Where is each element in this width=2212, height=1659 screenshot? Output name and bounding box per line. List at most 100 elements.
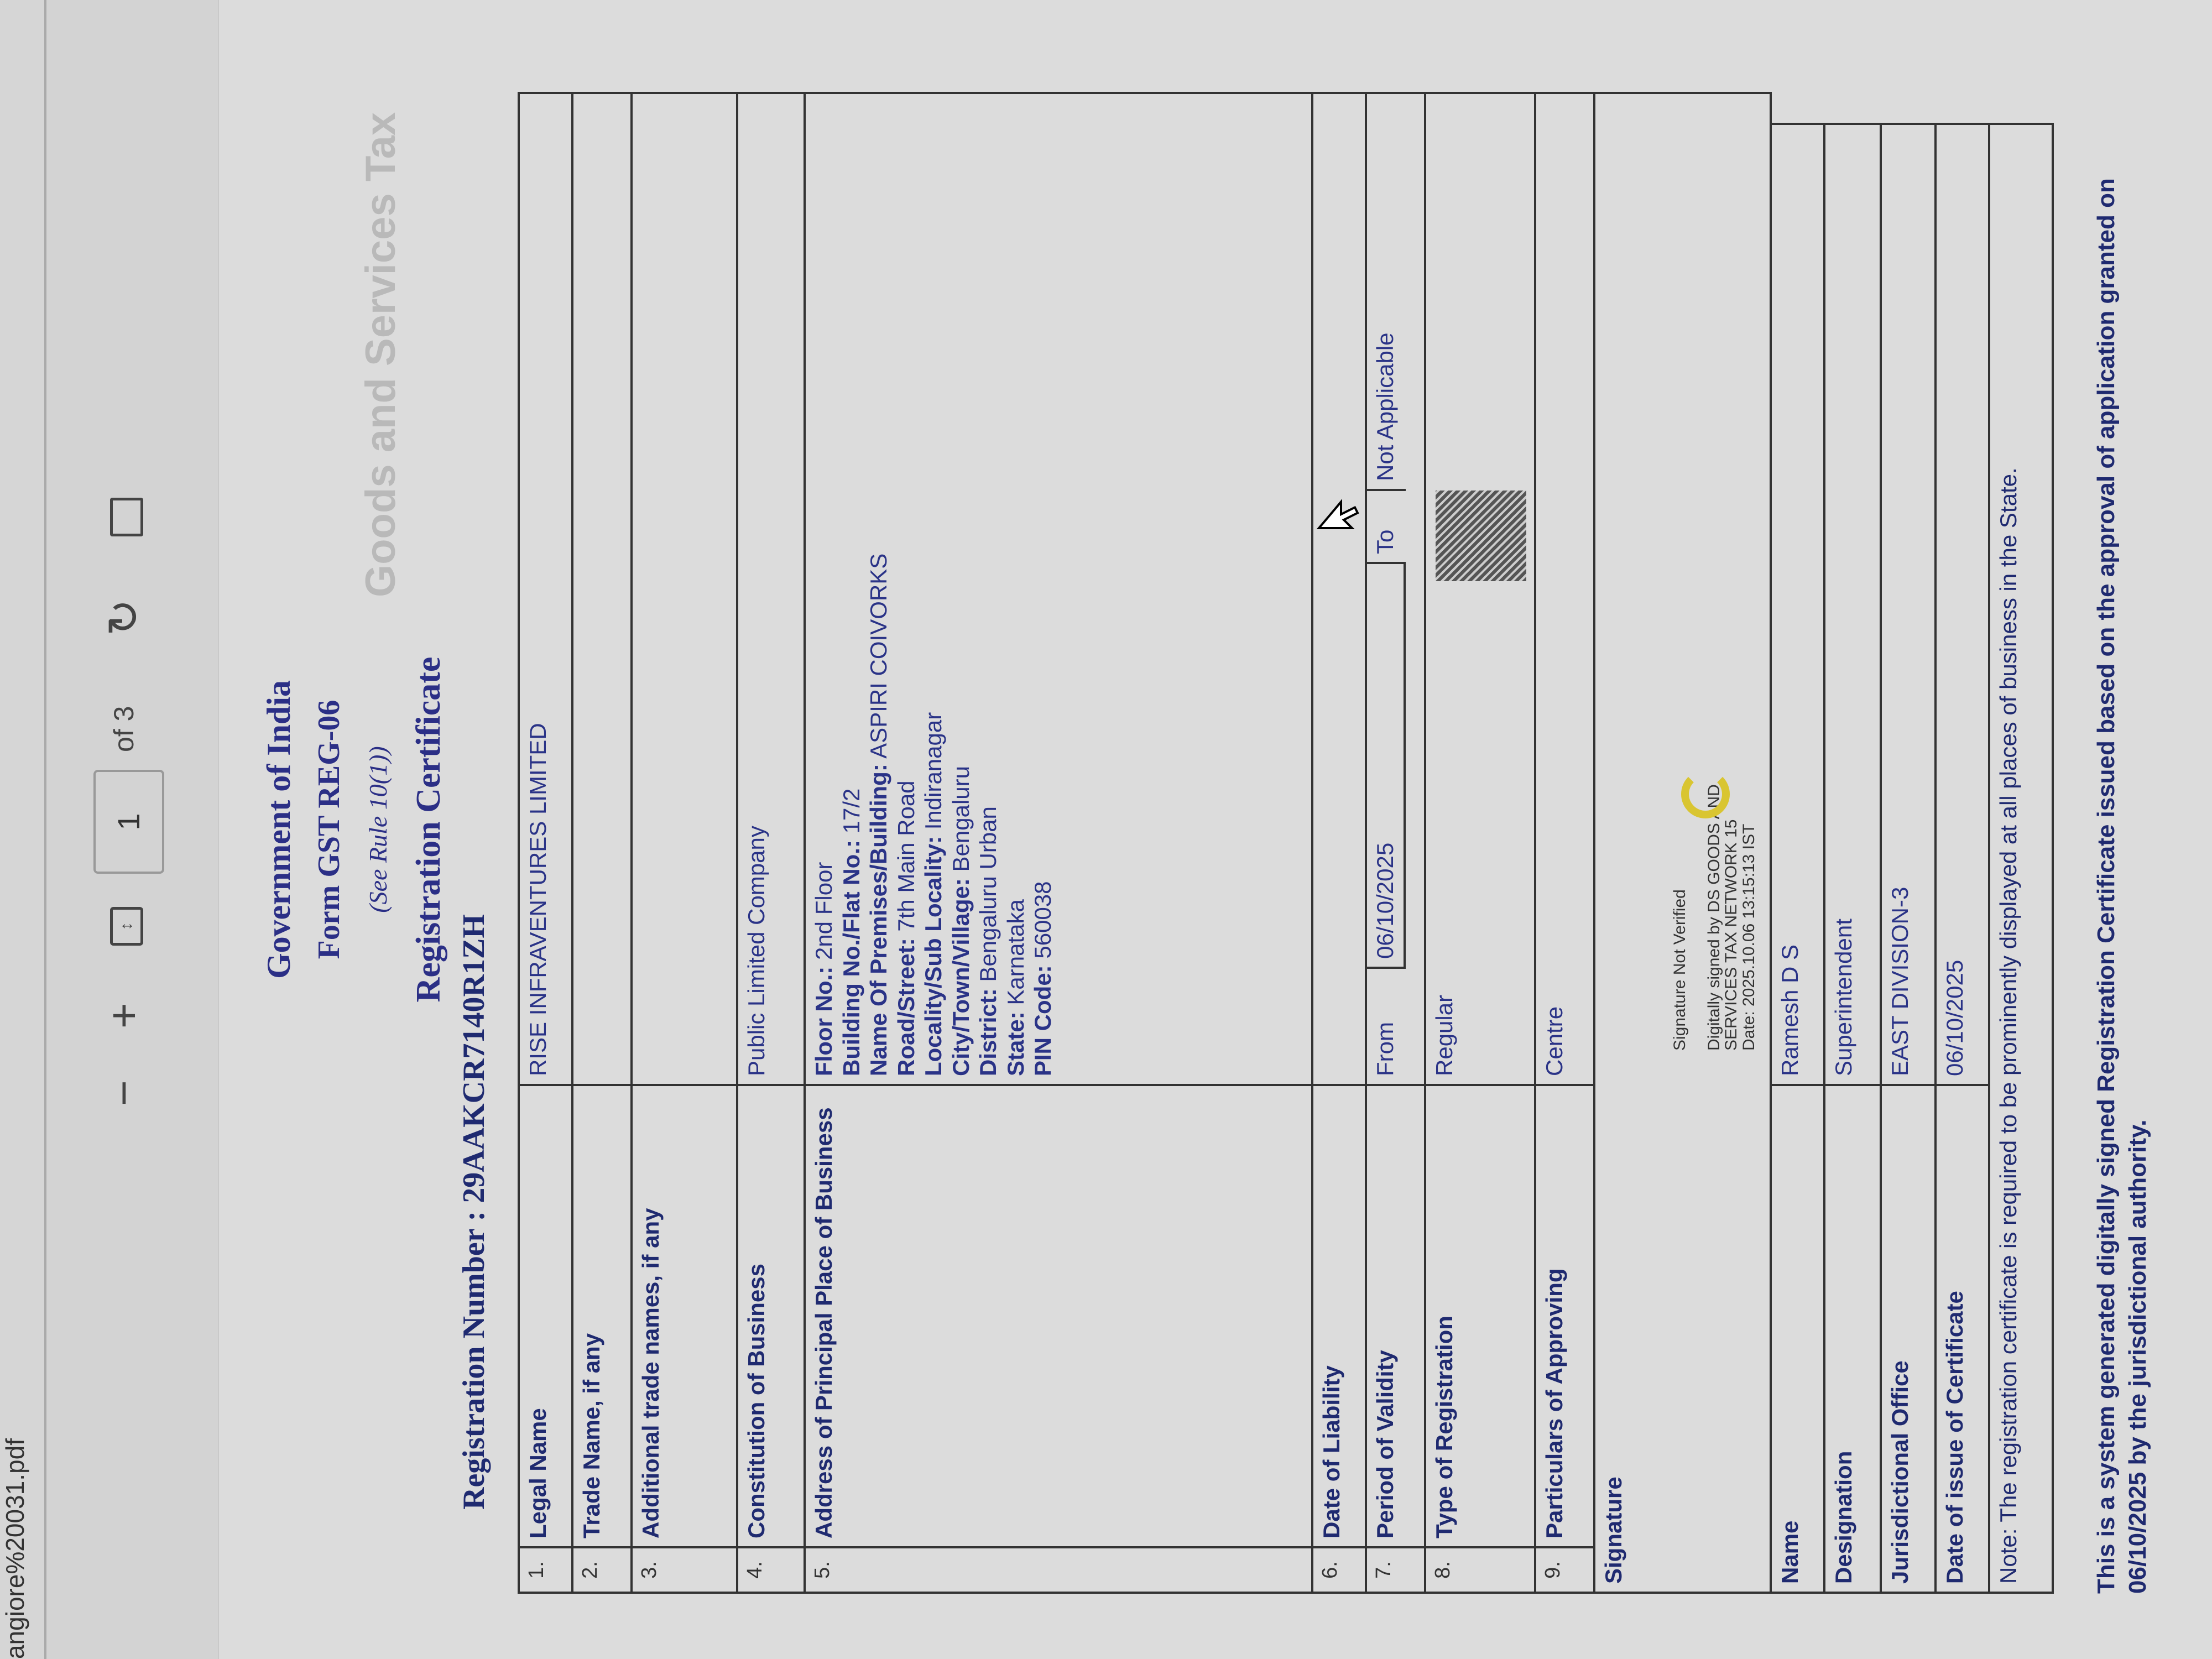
row-label: Legal Name [519, 1085, 572, 1547]
table-row: 6. Date of Liability [1312, 93, 1366, 1593]
page-view-icon[interactable] [110, 498, 143, 536]
certificate-title: Registration Certificate [410, 656, 447, 1003]
page-number-input[interactable]: 1 [93, 770, 164, 874]
registration-type: Regular [1425, 93, 1535, 1085]
table-row: 2. Trade Name, if any [572, 93, 632, 1593]
trade-name [572, 93, 632, 1085]
table-row: 3. Additional trade names, if any [632, 93, 737, 1593]
row-number: 5. [805, 1547, 1312, 1593]
row-label: Particulars of Approving [1535, 1085, 1594, 1547]
row-number: 1. [519, 1547, 572, 1593]
address-key: Road/Street: [893, 938, 919, 1076]
table-row: Name Ramesh D S [1771, 124, 1824, 1593]
address-val: 17/2 [838, 788, 864, 834]
date-of-liability [1312, 93, 1366, 1085]
row-label: Name [1771, 1085, 1824, 1593]
address-line: Road/Street: 7th Main Road [893, 102, 920, 1076]
address-val: 7th Main Road [893, 780, 919, 932]
address-line: District: Bengaluru Urban [974, 102, 1002, 1076]
qr-code [1436, 491, 1526, 581]
address-val: 560038 [1030, 881, 1056, 959]
table-row: Date of issue of Certificate 06/10/2025 [1936, 124, 1989, 1593]
zoom-out-button[interactable]: − [99, 1080, 148, 1106]
row-label: Type of Registration [1425, 1085, 1535, 1547]
address-key: State: [1002, 1011, 1029, 1076]
signature-line: Date: 2025.10.06 13:15:13 IST [1739, 823, 1758, 1051]
address-val: Bengaluru [947, 766, 974, 872]
address-key: City/Town/Village: [947, 878, 974, 1076]
officer-table: Name Ramesh D S Designation Superintendent… [1770, 123, 2054, 1594]
row-label: Address of Principal Place of Business [805, 1085, 1312, 1547]
table-row: Jurisdictional Office EAST DIVISION-3 [1881, 124, 1936, 1593]
digital-signature[interactable]: Signature Not Verified Digitally signed … [1671, 784, 1758, 1051]
row-number: 8. [1425, 1547, 1535, 1593]
zoom-in-button[interactable]: + [99, 1003, 148, 1029]
officer-designation: Superintendent [1824, 124, 1881, 1085]
row-number: 2. [572, 1547, 632, 1593]
address-key: Building No./Flat No.: [838, 840, 864, 1076]
form-title: Form GST REG-06 [312, 700, 346, 959]
address-val: 2nd Floor [811, 862, 837, 961]
address-line: Locality/Sub Locality: Indiranagar [920, 102, 947, 1076]
pdf-toolbar: − + ↕ 1 of 3 ↻ [44, 0, 220, 1659]
row-number: 6. [1312, 1547, 1366, 1593]
note: Note: The registration certificate is re… [1989, 124, 2053, 1593]
table-row: 1. Legal Name RISE INFRAVENTURES LIMITED [519, 93, 572, 1593]
row-number: 3. [632, 1547, 737, 1593]
gov-title: Government of India [260, 680, 297, 979]
cursor-icon [1316, 499, 1359, 529]
address-key: Name Of Premises/Building: [865, 764, 892, 1076]
table-row: Designation Superintendent [1824, 124, 1881, 1593]
fit-page-icon[interactable]: ↕ [110, 907, 143, 946]
address-key: Locality/Sub Locality: [920, 836, 947, 1076]
row-number: 9. [1535, 1547, 1594, 1593]
to-date: Not Applicable [1372, 332, 1398, 481]
constitution: Public Limited Company [737, 93, 805, 1085]
address-key: Floor No.: [811, 966, 837, 1076]
to-label: To [1367, 489, 1406, 562]
table-row: 7. Period of Validity From 06/10/2025 To … [1366, 93, 1425, 1593]
address-line: PIN Code: 560038 [1029, 102, 1057, 1077]
validity-cell: From 06/10/2025 To Not Applicable [1366, 93, 1425, 1085]
address-val: Bengaluru Urban [975, 806, 1001, 982]
row-label: Jurisdictional Office [1881, 1085, 1936, 1593]
legal-name: RISE INFRAVENTURES LIMITED [519, 93, 572, 1085]
address-val: ASPIRI COIVORKS [865, 553, 892, 759]
from-date: 06/10/2025 [1367, 562, 1406, 967]
additional-trade-names [632, 93, 737, 1085]
row-label: Constitution of Business [737, 1085, 805, 1547]
address-line: City/Town/Village: Bengaluru [947, 102, 975, 1076]
approving-authority: Centre [1535, 93, 1594, 1085]
page-total: of 3 [108, 706, 139, 752]
table-row: 9. Particulars of Approving Centre [1535, 93, 1594, 1593]
signature-line: SERVICES TAX NETWORK 15 [1722, 819, 1740, 1051]
signature-status: Signature Not Verified [1671, 889, 1689, 1051]
address-key: PIN Code: [1030, 965, 1056, 1076]
file-name: angiore%20031.pdf [1, 1438, 29, 1659]
address-val: Karnataka [1002, 899, 1029, 1005]
row-label: Designation [1824, 1085, 1881, 1593]
row-label: Date of Liability [1312, 1085, 1366, 1547]
table-row: 5. Address of Principal Place of Business… [805, 93, 1312, 1593]
row-number: 4. [737, 1547, 805, 1593]
registration-number: Registration Number : 29AAKCR7140R1ZH [457, 914, 491, 1510]
address-line: Building No./Flat No.: 17/2 [838, 102, 865, 1076]
registration-table: 1. Legal Name RISE INFRAVENTURES LIMITED 2… [518, 92, 1772, 1594]
address-line: Floor No.: 2nd Floor [810, 102, 838, 1076]
rotate-icon[interactable]: ↻ [99, 598, 148, 636]
address-key: District: [975, 988, 1001, 1076]
issue-date: 06/10/2025 [1936, 124, 1989, 1085]
table-row: 8. Type of Registration Regular [1425, 93, 1535, 1593]
row-label: Trade Name, if any [572, 1085, 632, 1547]
rule-reference: (See Rule 10(1)) [364, 746, 392, 913]
address-value: Floor No.: 2nd Floor Building No./Flat N… [805, 93, 1312, 1085]
signature-line: Digitally signed by DS GOODS AND [1704, 784, 1723, 1051]
row-label: Period of Validity [1366, 1085, 1425, 1547]
row-label: Additional trade names, if any [632, 1085, 737, 1547]
address-line: State: Karnataka [1002, 102, 1030, 1076]
signature-question-icon [1681, 770, 1730, 818]
address-line: Name Of Premises/Building: ASPIRI COIVOR… [865, 102, 893, 1076]
row-label: Date of issue of Certificate [1936, 1085, 1989, 1593]
officer-name: Ramesh D S [1771, 124, 1824, 1085]
